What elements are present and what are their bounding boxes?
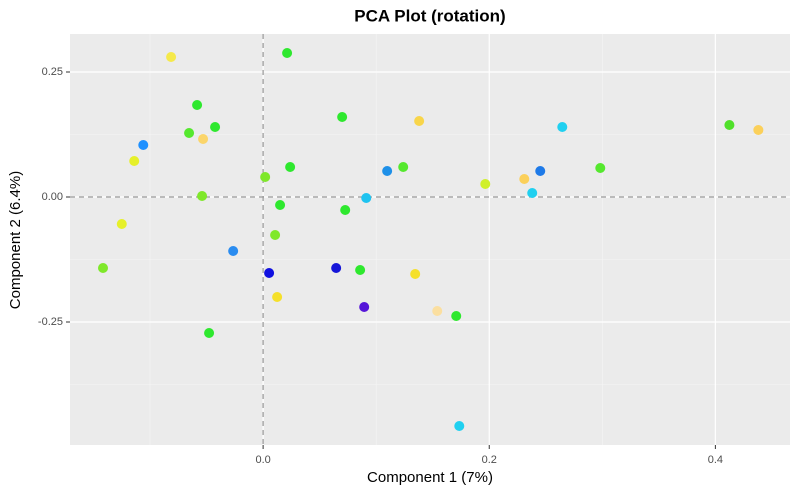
point (414, 116, 425, 126)
point (527, 188, 538, 198)
x-tick-label: 0.0 (255, 454, 270, 466)
point (535, 166, 546, 176)
x-tick-label: 0.2 (482, 454, 497, 466)
point (454, 421, 465, 431)
chart-title: PCA Plot (rotation) (354, 6, 505, 25)
point (98, 263, 109, 273)
point (480, 179, 491, 189)
point (557, 122, 568, 132)
point (355, 265, 366, 275)
point (210, 122, 221, 132)
point (331, 263, 342, 273)
point (197, 191, 208, 201)
y-tick-label: 0.25 (42, 66, 63, 78)
point (753, 125, 764, 135)
point (166, 52, 177, 62)
point (116, 219, 127, 229)
point (129, 156, 140, 166)
point (595, 163, 606, 173)
point (519, 174, 530, 184)
panel (70, 34, 790, 445)
point (184, 128, 195, 138)
point (264, 268, 275, 278)
point (451, 311, 462, 321)
x-tick-label: 0.4 (708, 454, 723, 466)
point (272, 292, 283, 302)
point (285, 162, 296, 172)
point (192, 100, 203, 110)
point (204, 328, 215, 338)
point (359, 302, 370, 312)
point (410, 269, 421, 279)
point (337, 112, 348, 122)
point (432, 306, 443, 316)
point (138, 140, 149, 150)
point (198, 134, 209, 144)
point (282, 48, 293, 58)
point (382, 166, 393, 176)
point (340, 205, 351, 215)
point (260, 172, 271, 182)
point (361, 193, 372, 203)
point (275, 200, 286, 210)
y-tick-label: -0.25 (38, 316, 63, 328)
point (724, 120, 735, 130)
x-axis-label: Component 1 (7%) (367, 469, 493, 486)
y-axis-label: Component 2 (6.4%) (7, 171, 24, 309)
point (398, 162, 409, 172)
point (270, 230, 281, 240)
point (228, 246, 239, 256)
y-tick-label: 0.00 (42, 191, 63, 203)
